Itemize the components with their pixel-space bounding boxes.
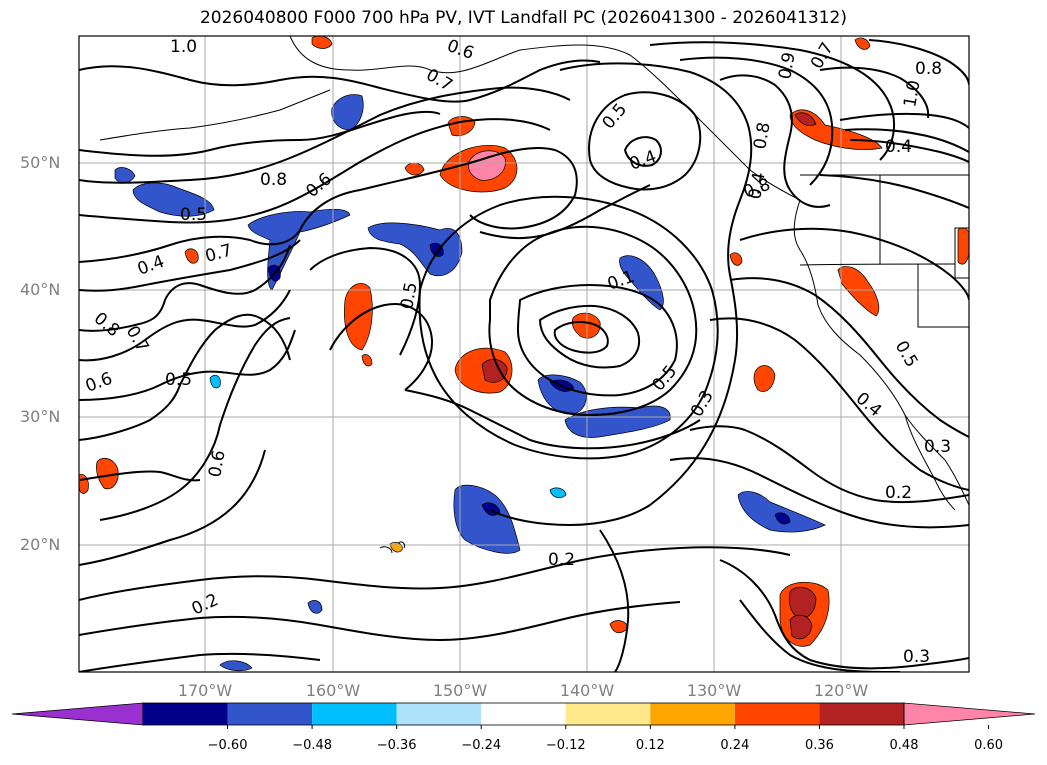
lon-label: 150°W (432, 681, 488, 700)
island-shape (954, 227, 969, 279)
colorbar-tick-label: −0.60 (207, 738, 248, 753)
graticule (79, 36, 969, 672)
state-line (879, 175, 969, 328)
pv-negative-anomalies (114, 94, 826, 672)
ivt-contours (79, 39, 969, 672)
colorbar-segment (143, 703, 228, 725)
pv-anomaly (789, 614, 813, 640)
colorbar-segment (734, 703, 820, 725)
pv-anomaly (367, 222, 463, 276)
lat-label: 40°N (20, 280, 61, 299)
pv-anomaly (737, 491, 826, 533)
contour-label: 0.2 (548, 550, 575, 570)
contour-label: 0.5 (180, 205, 207, 225)
pv-anomaly (114, 167, 136, 184)
contour-label: 0.8 (915, 59, 942, 79)
pv-anomaly (404, 162, 425, 176)
contour-label: 0.8 (260, 170, 287, 190)
pv-anomaly (837, 266, 880, 317)
colorbar-tick-label: 0.48 (889, 738, 919, 753)
colorbar-segment (819, 703, 904, 725)
contour-label: 0.5 (165, 370, 192, 390)
contour-label: 0.5 (397, 281, 421, 311)
pv-anomaly (184, 248, 199, 264)
pv-anomaly (774, 512, 791, 525)
aleutians (99, 89, 331, 141)
contour-label: 0.4 (885, 137, 912, 157)
colorbar-tick-label: 0.36 (804, 738, 834, 753)
colorbar-segment (481, 703, 566, 725)
alaska-coast (289, 36, 801, 201)
north-america-west-coast (793, 199, 969, 506)
pv-anomaly (753, 365, 776, 392)
pv-anomaly (96, 457, 119, 490)
colorbar-segment (396, 703, 482, 725)
colorbar-segment (227, 703, 313, 725)
pv-anomaly (564, 405, 671, 438)
pv-anomaly (549, 487, 567, 499)
colorbar-tick-label: −0.12 (545, 738, 586, 753)
map-frame (78, 35, 970, 673)
colorbar-segment (565, 703, 651, 725)
pv-anomaly (429, 242, 444, 257)
pv-anomaly (331, 94, 364, 131)
map-title: 2026040800 F000 700 hPa PV, IVT Landfall… (199, 8, 847, 28)
pv-anomaly (307, 600, 323, 614)
colorbar-tick-label: 0.12 (635, 738, 665, 753)
lon-label: 160°W (305, 681, 361, 700)
pv-anomaly (132, 182, 215, 217)
pv-anomaly (219, 660, 253, 672)
pv-anomaly (729, 252, 743, 266)
colorbar-segment (312, 703, 397, 725)
contour-label: 0.3 (924, 437, 951, 457)
lon-label: 120°W (813, 681, 869, 700)
lon-label: 130°W (686, 681, 742, 700)
pv-anomaly (794, 112, 817, 126)
pv-anomaly (537, 374, 587, 415)
map-area: 1.0 0.6 0.7 0.8 0.8 0.8 0.9 0.8 0.7 1.0 … (79, 36, 969, 672)
colorbar-frame (142, 702, 905, 726)
lon-label: 140°W (559, 681, 615, 700)
contour-label: 0.2 (885, 483, 912, 503)
lat-label: 30°N (20, 407, 61, 426)
contour-label: 0.3 (903, 647, 930, 667)
colorbar-tick-label: 0.24 (720, 738, 750, 753)
pv-anomaly (209, 374, 221, 389)
colorbar-segment (650, 703, 735, 725)
lat-label: 50°N (20, 153, 61, 172)
contour-label: 1.0 (170, 37, 197, 57)
contour-label: 0.8 (750, 121, 774, 151)
pv-anomaly (481, 359, 508, 383)
pv-anomaly (788, 586, 817, 619)
contour-label: 0.4 (745, 171, 769, 201)
colorbar-tick-label: −0.48 (292, 738, 333, 753)
lat-label: 20°N (20, 535, 61, 554)
colorbar-tick-label: 0.60 (974, 738, 1004, 753)
hawaii (379, 541, 405, 554)
colorbar-extend-high (903, 702, 1036, 726)
pv-anomaly (361, 354, 373, 367)
border (799, 263, 956, 266)
baja (904, 414, 956, 511)
pv-anomaly (854, 37, 871, 50)
colorbar-tick-label: −0.36 (376, 738, 417, 753)
contour-label: 1.0 (900, 79, 924, 109)
contour-label: 0.9 (775, 51, 799, 81)
contour-label: 0.6 (205, 449, 229, 479)
pv-anomaly (619, 255, 664, 311)
colorbar (11, 702, 1036, 729)
pv-anomaly (453, 484, 521, 554)
colorbar-tick-label: −0.24 (461, 738, 502, 753)
colorbar-extend-low (11, 702, 144, 726)
lon-label: 170°W (177, 681, 233, 700)
pv-anomaly (468, 150, 506, 181)
